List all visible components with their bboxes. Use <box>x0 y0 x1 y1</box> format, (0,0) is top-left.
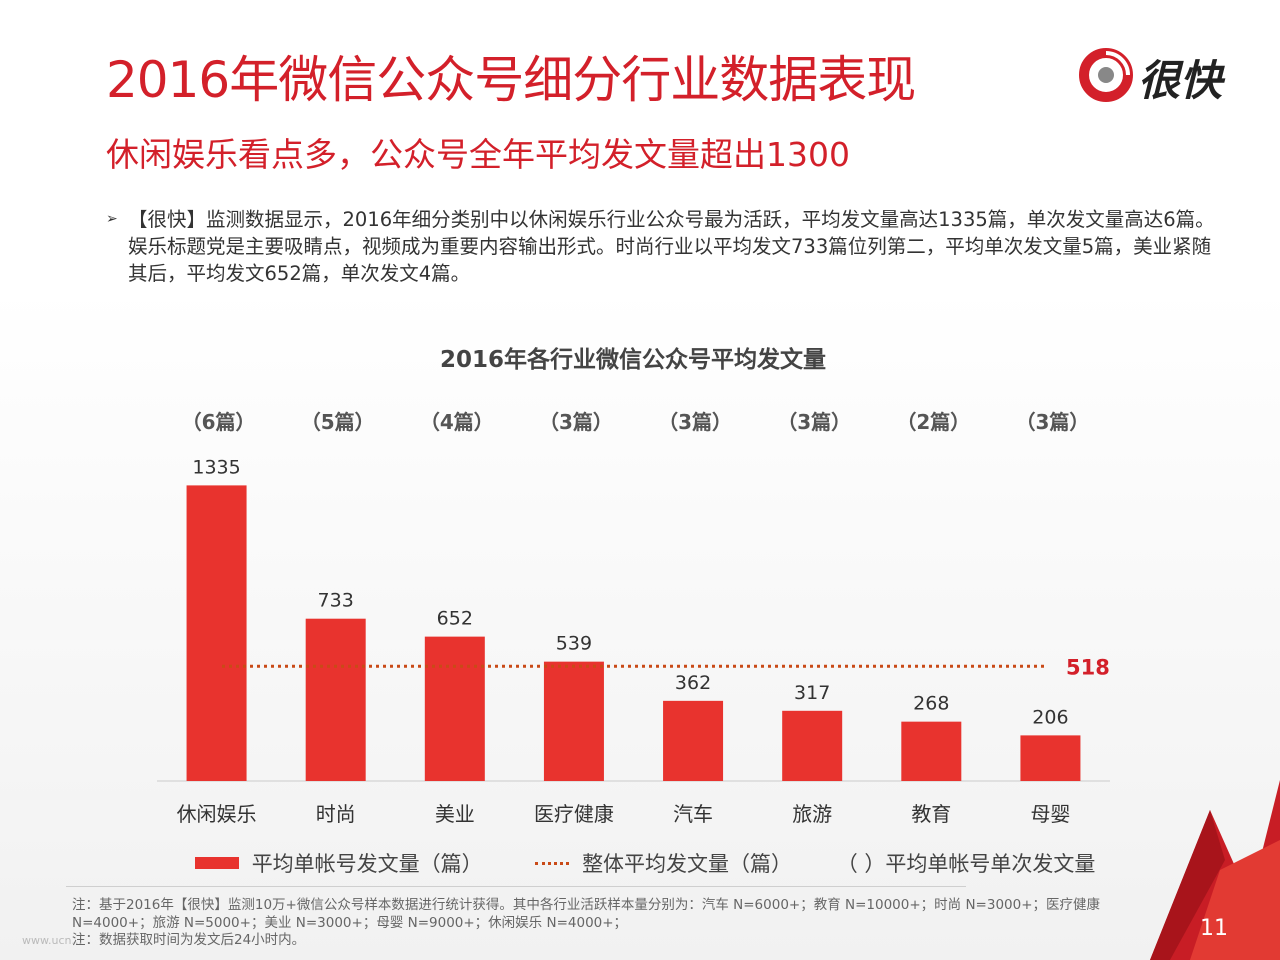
data-label: 539 <box>556 633 592 655</box>
bar <box>424 636 485 781</box>
data-label: 733 <box>318 590 354 612</box>
category-label: 教育 <box>911 802 951 826</box>
footer-divider <box>66 886 966 887</box>
arrow-bullet-icon: ➢ <box>106 211 118 227</box>
category-label: 美业 <box>435 802 475 826</box>
watermark: www.ucn... <box>22 934 82 947</box>
footnote: 注：基于2016年【很快】监测10万+微信公众号样本数据进行统计获得。其中各行业… <box>72 897 1152 950</box>
category-label: 旅游 <box>792 802 832 826</box>
footnote-time: 注：数据获取时间为发文后24小时内。 <box>72 932 306 948</box>
category-label: 时尚 <box>316 802 356 826</box>
per-post-label: （3篇） <box>539 410 613 434</box>
per-post-label: （5篇） <box>301 410 375 434</box>
legend-line-label: 整体平均发文量（篇） <box>582 852 793 876</box>
average-value-label: 518 <box>1066 655 1110 679</box>
category-label: 汽车 <box>673 802 713 826</box>
per-post-label: （3篇） <box>658 410 732 434</box>
chart-legend: 平均单帐号发文量（篇） 整体平均发文量（篇） （ ）平均单帐号单次发文量 <box>195 848 1095 878</box>
data-label: 268 <box>913 693 949 715</box>
category-label: 医疗健康 <box>534 802 614 826</box>
legend-bar-swatch <box>195 857 239 869</box>
page-subtitle: 休闲娱乐看点多，公众号全年平均发文量超出1300 <box>106 135 850 174</box>
per-post-label: （3篇） <box>777 410 851 434</box>
bar <box>305 618 366 781</box>
data-label: 362 <box>675 672 711 694</box>
per-post-label: （3篇） <box>1015 410 1089 434</box>
footnote-sample: 注：基于2016年【很快】监测10万+微信公众号样本数据进行统计获得。其中各行业… <box>72 897 1101 931</box>
data-label: 206 <box>1032 706 1068 728</box>
bar <box>543 661 604 781</box>
category-label: 休闲娱乐 <box>177 802 257 826</box>
page-number: 11 <box>1200 916 1228 941</box>
logo-text: 很快 <box>1138 56 1223 105</box>
data-label: 1335 <box>192 456 240 478</box>
legend-bar-label: 平均单帐号发文量（篇） <box>251 852 483 876</box>
corner-decoration <box>1150 780 1280 960</box>
bar <box>663 700 724 781</box>
per-post-label: （4篇） <box>420 410 494 434</box>
brand-logo: 很快 <box>1078 45 1248 105</box>
bar <box>782 710 843 781</box>
summary-text: 【很快】监测数据显示，2016年细分类别中以休闲娱乐行业公众号最为活跃，平均发文… <box>128 208 1215 285</box>
legend-paren-label: （ ）平均单帐号单次发文量 <box>836 852 1096 876</box>
per-post-label: （2篇） <box>896 410 970 434</box>
per-post-label: （6篇） <box>182 410 256 434</box>
bar <box>901 721 962 781</box>
bar <box>1020 735 1081 781</box>
chart-title: 2016年各行业微信公众号平均发文量 <box>439 347 826 373</box>
logo-ring-icon <box>1079 48 1133 102</box>
category-label: 母婴 <box>1030 802 1070 826</box>
legend-line-swatch <box>535 861 570 865</box>
bar-chart: 1335 休闲娱乐 （6篇） 733 时尚 （5篇） 652 美业 （4篇） 539 医疗健康 （3篇… <box>157 410 1110 826</box>
summary-bullet: ➢ 【很快】监测数据显示，2016年细分类别中以休闲娱乐行业公众号最为活跃，平均… <box>106 206 1216 287</box>
bar <box>186 485 247 781</box>
data-label: 317 <box>794 682 830 704</box>
data-label: 652 <box>437 608 473 630</box>
page-title: 2016年微信公众号细分行业数据表现 <box>106 51 916 109</box>
